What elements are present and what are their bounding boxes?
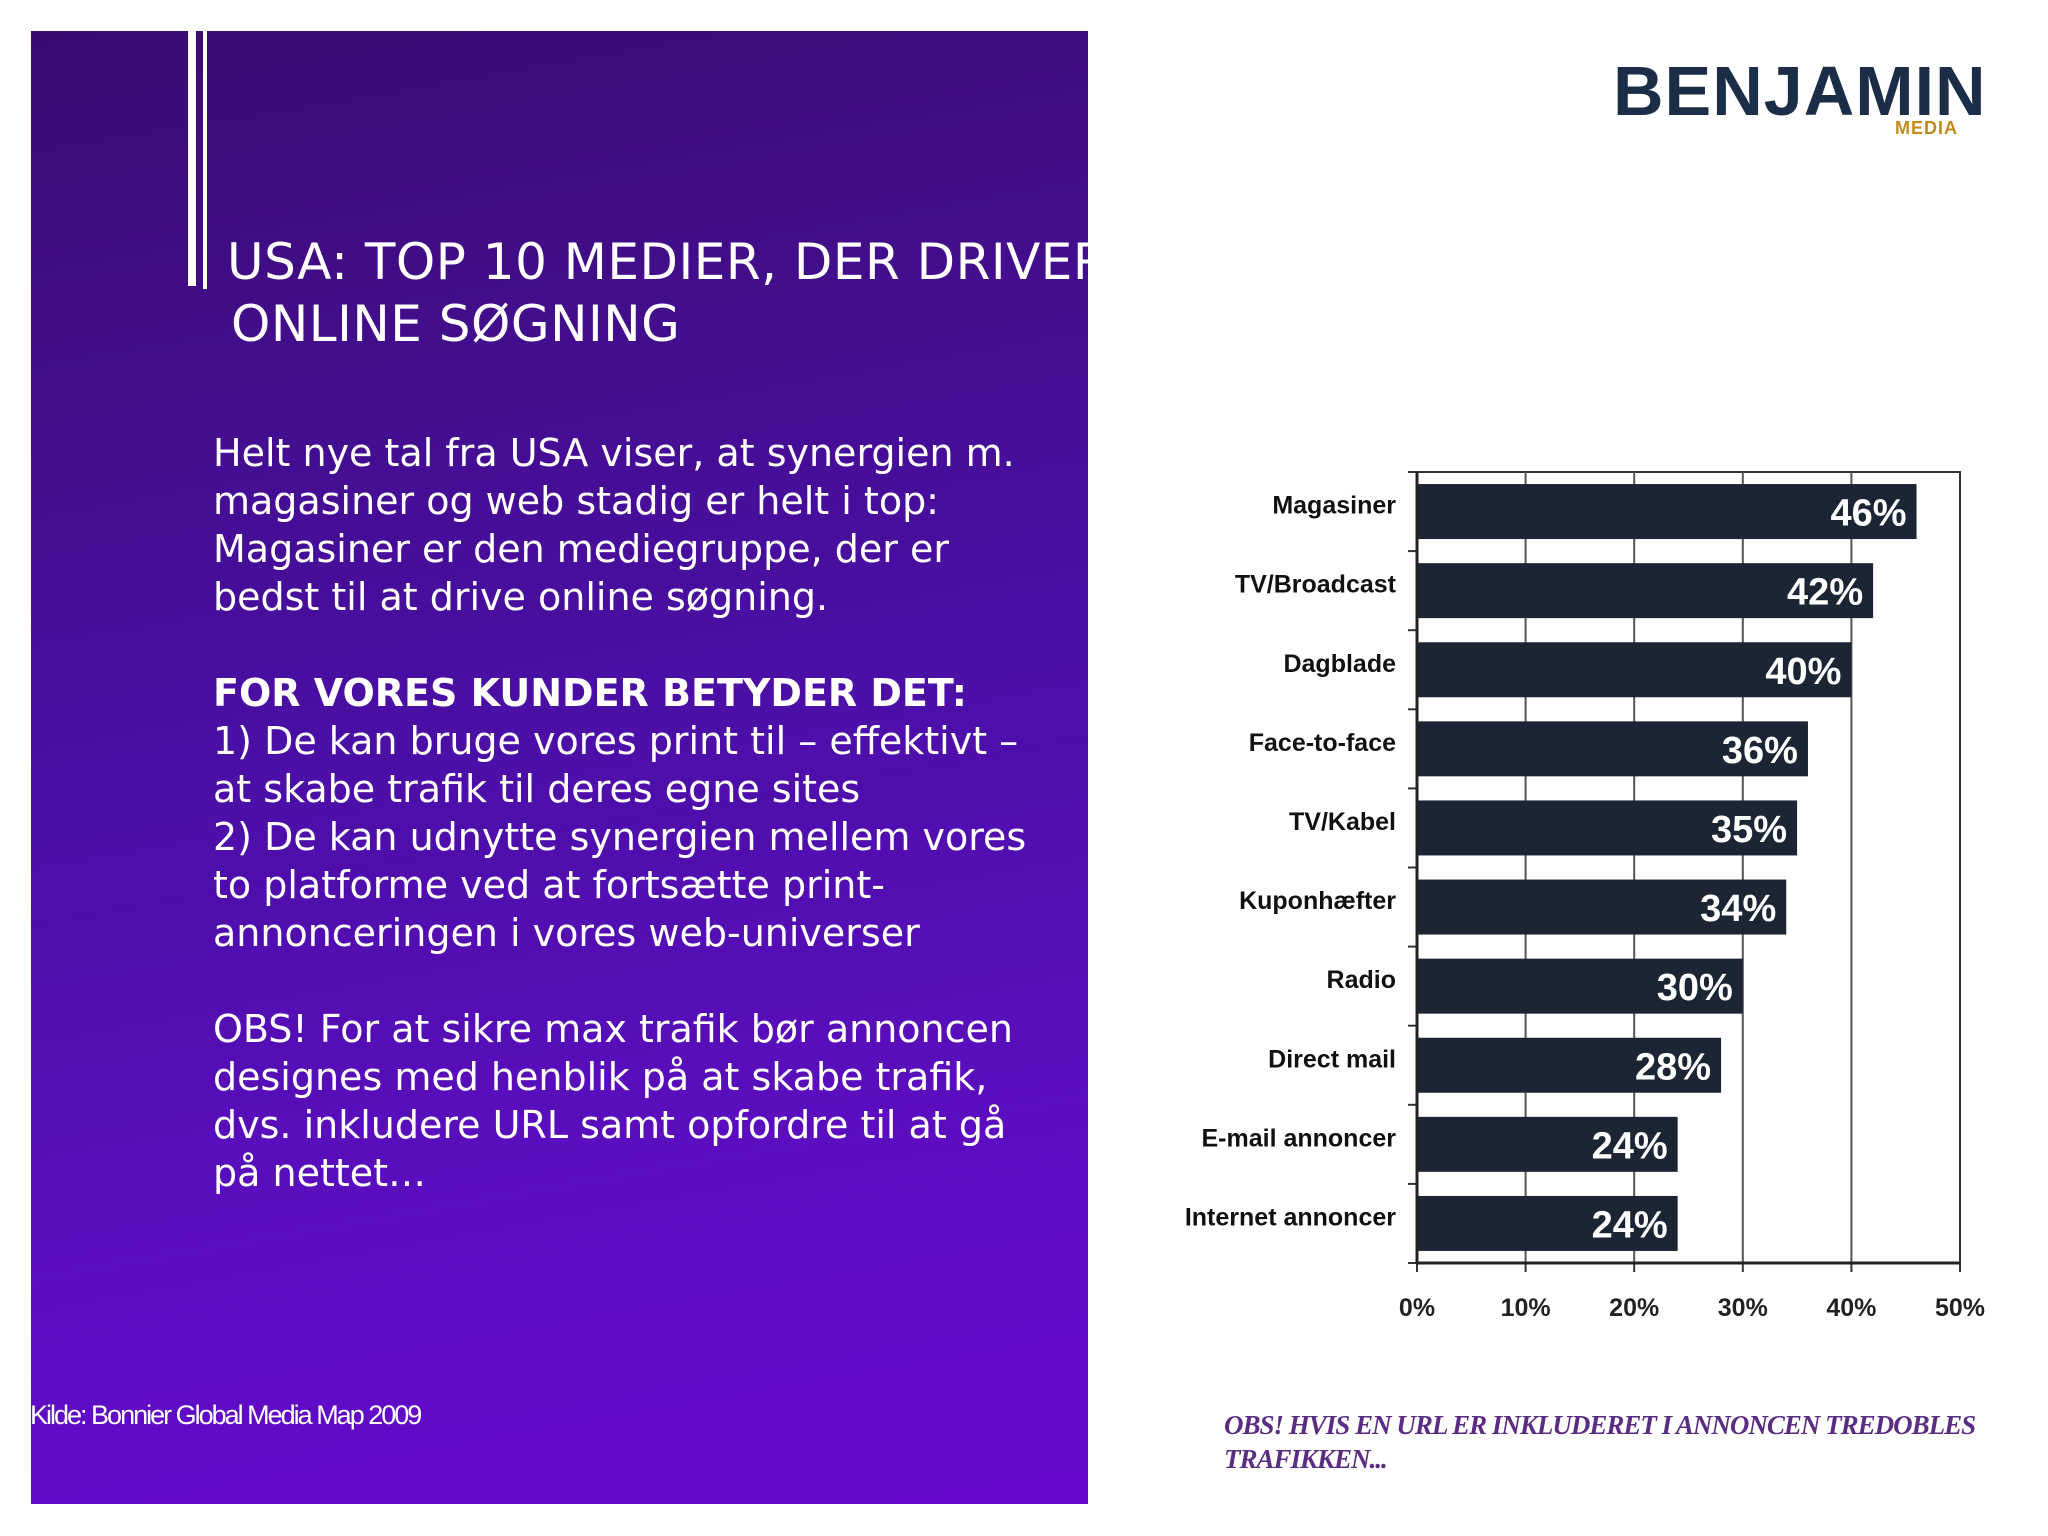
bar-value-label: 40% [1765, 651, 1841, 693]
bar-chart: 0% 10% 20% 30% 40% 50% 46% Magasiner 42% TV/Broad… [1185, 471, 1985, 1322]
bar-value-label: 42% [1787, 572, 1863, 614]
category-label: Dagblade [1283, 650, 1396, 678]
category-label: Face-to-face [1249, 729, 1396, 757]
title-line-1: USA: TOP 10 MEDIER, DER DRIVER [227, 233, 1109, 291]
bar [1417, 879, 1787, 935]
category-label: TV/Kabel [1289, 808, 1396, 836]
bar [1417, 1037, 1722, 1093]
bar [1417, 800, 1798, 856]
category-label: E-mail annoncer [1202, 1124, 1397, 1152]
bar [1417, 1195, 1678, 1251]
slide-title: USA: TOP 10 MEDIER, DER DRIVER ONLINE SØ… [227, 231, 1109, 355]
category-label: Magasiner [1272, 492, 1396, 520]
bar-value-label: 24% [1592, 1125, 1668, 1167]
bar-value-label: 35% [1711, 809, 1787, 851]
x-tick-label: 20% [1609, 1294, 1659, 1322]
bar-value-label: 46% [1830, 493, 1906, 535]
bar-value-label: 36% [1722, 730, 1798, 772]
benjamin-media-logo: BENJAMIN MEDIA [1613, 52, 1987, 142]
body-text: Helt nye tal fra USA viser, at synergien… [213, 429, 1063, 1197]
bar-value-label: 24% [1592, 1204, 1668, 1246]
bar-value-label: 30% [1657, 967, 1733, 1009]
x-tick-label: 40% [1826, 1294, 1876, 1322]
category-label: Kuponhæfter [1239, 887, 1396, 915]
bar [1417, 958, 1743, 1014]
category-label: Direct mail [1268, 1045, 1396, 1073]
x-tick-label: 10% [1501, 1294, 1551, 1322]
category-label: TV/Broadcast [1235, 571, 1397, 599]
x-tick-label: 50% [1935, 1294, 1985, 1322]
title-accent-bar-thin [203, 31, 207, 289]
obs-paragraph: OBS! For at sikre max trafik bør annonce… [213, 1007, 1013, 1195]
customers-heading: FOR VORES KUNDER BETYDER DET: [213, 671, 967, 715]
source-note: Kilde: Bonnier Global Media Map 2009 [30, 1400, 422, 1430]
logo-wordmark: BENJAMIN [1613, 52, 1987, 130]
customers-point-2: 2) De kan udnytte synergien mellem vores… [213, 815, 1027, 955]
bar [1417, 563, 1874, 619]
left-panel: USA: TOP 10 MEDIER, DER DRIVER ONLINE SØ… [31, 31, 1109, 1504]
title-line-2: ONLINE SØGNING [231, 295, 681, 353]
bar [1417, 484, 1917, 540]
category-label: Internet annoncer [1185, 1203, 1396, 1231]
bar [1417, 721, 1808, 777]
chart-footnote: OBS! HVIS EN URL ER INKLUDERET I ANNONCE… [1224, 1410, 1976, 1474]
bar [1417, 1116, 1678, 1172]
title-accent-bar [188, 31, 196, 286]
x-tick-label: 0% [1399, 1294, 1435, 1322]
bar-value-label: 28% [1635, 1046, 1711, 1088]
customers-point-1: 1) De kan bruge vores print til – effekt… [213, 719, 1019, 811]
intro-paragraph: Helt nye tal fra USA viser, at synergien… [213, 431, 1015, 619]
logo-subtitle: MEDIA [1895, 118, 1958, 138]
x-tick-label: 30% [1718, 1294, 1768, 1322]
category-label: Radio [1327, 966, 1396, 994]
bar-value-label: 34% [1700, 888, 1776, 930]
bar [1417, 642, 1852, 698]
